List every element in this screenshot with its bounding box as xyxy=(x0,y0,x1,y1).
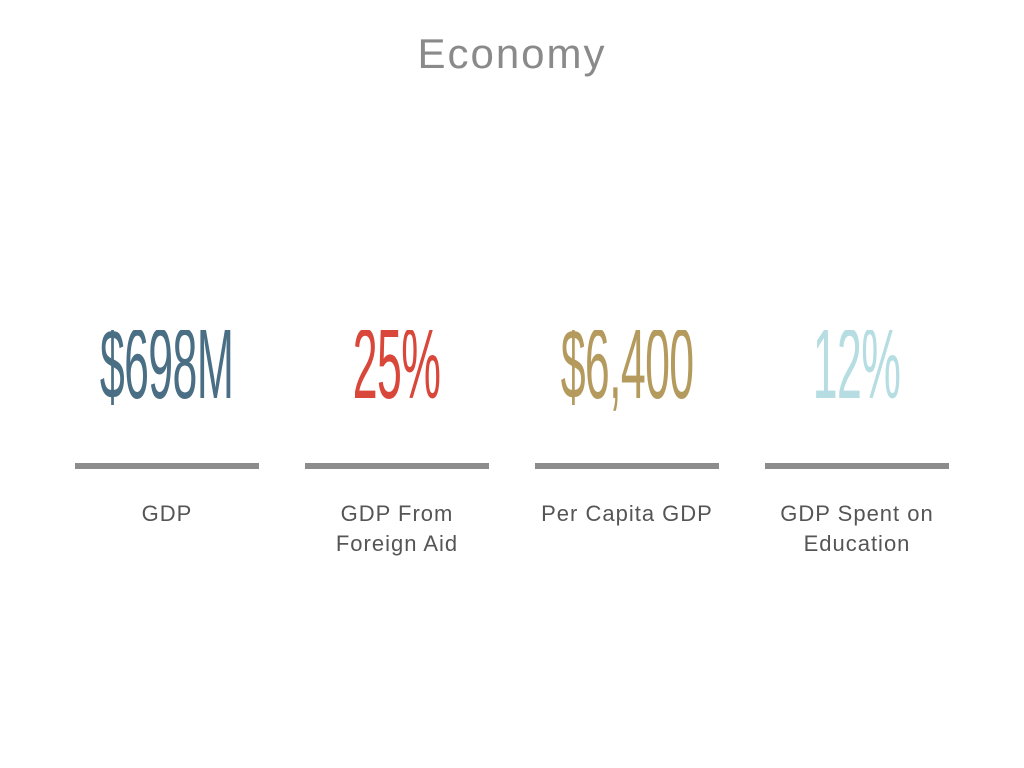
stat-value-wrapper: 25% xyxy=(305,330,489,434)
stat-per-capita: $6,400 Per Capita GDP xyxy=(535,330,719,559)
stat-education: 12% GDP Spent on Education xyxy=(765,330,949,559)
stat-value-wrapper: $6,400 xyxy=(535,330,719,434)
stat-label-foreign-aid: GDP From Foreign Aid xyxy=(335,501,459,556)
stat-value-foreign-aid: 25% xyxy=(353,330,441,421)
stat-value-education: 12% xyxy=(813,330,901,421)
stat-value-gdp: $698M xyxy=(100,330,234,421)
stats-row: $698M GDP 25% GDP From Foreign Aid $6,40… xyxy=(75,330,949,559)
stat-gdp: $698M GDP xyxy=(75,330,259,559)
stat-label-per-capita: Per Capita GDP xyxy=(541,501,713,526)
stat-value-per-capita: $6,400 xyxy=(560,330,694,421)
stat-label-education: GDP Spent on Education xyxy=(780,501,934,556)
stat-divider xyxy=(305,463,489,469)
page-title: Economy xyxy=(417,30,607,77)
stat-divider xyxy=(535,463,719,469)
stat-foreign-aid: 25% GDP From Foreign Aid xyxy=(305,330,489,559)
stat-value-wrapper: $698M xyxy=(75,330,259,434)
stat-label-gdp: GDP xyxy=(141,501,193,526)
stat-value-wrapper: 12% xyxy=(765,330,949,434)
stat-divider xyxy=(75,463,259,469)
stat-divider xyxy=(765,463,949,469)
